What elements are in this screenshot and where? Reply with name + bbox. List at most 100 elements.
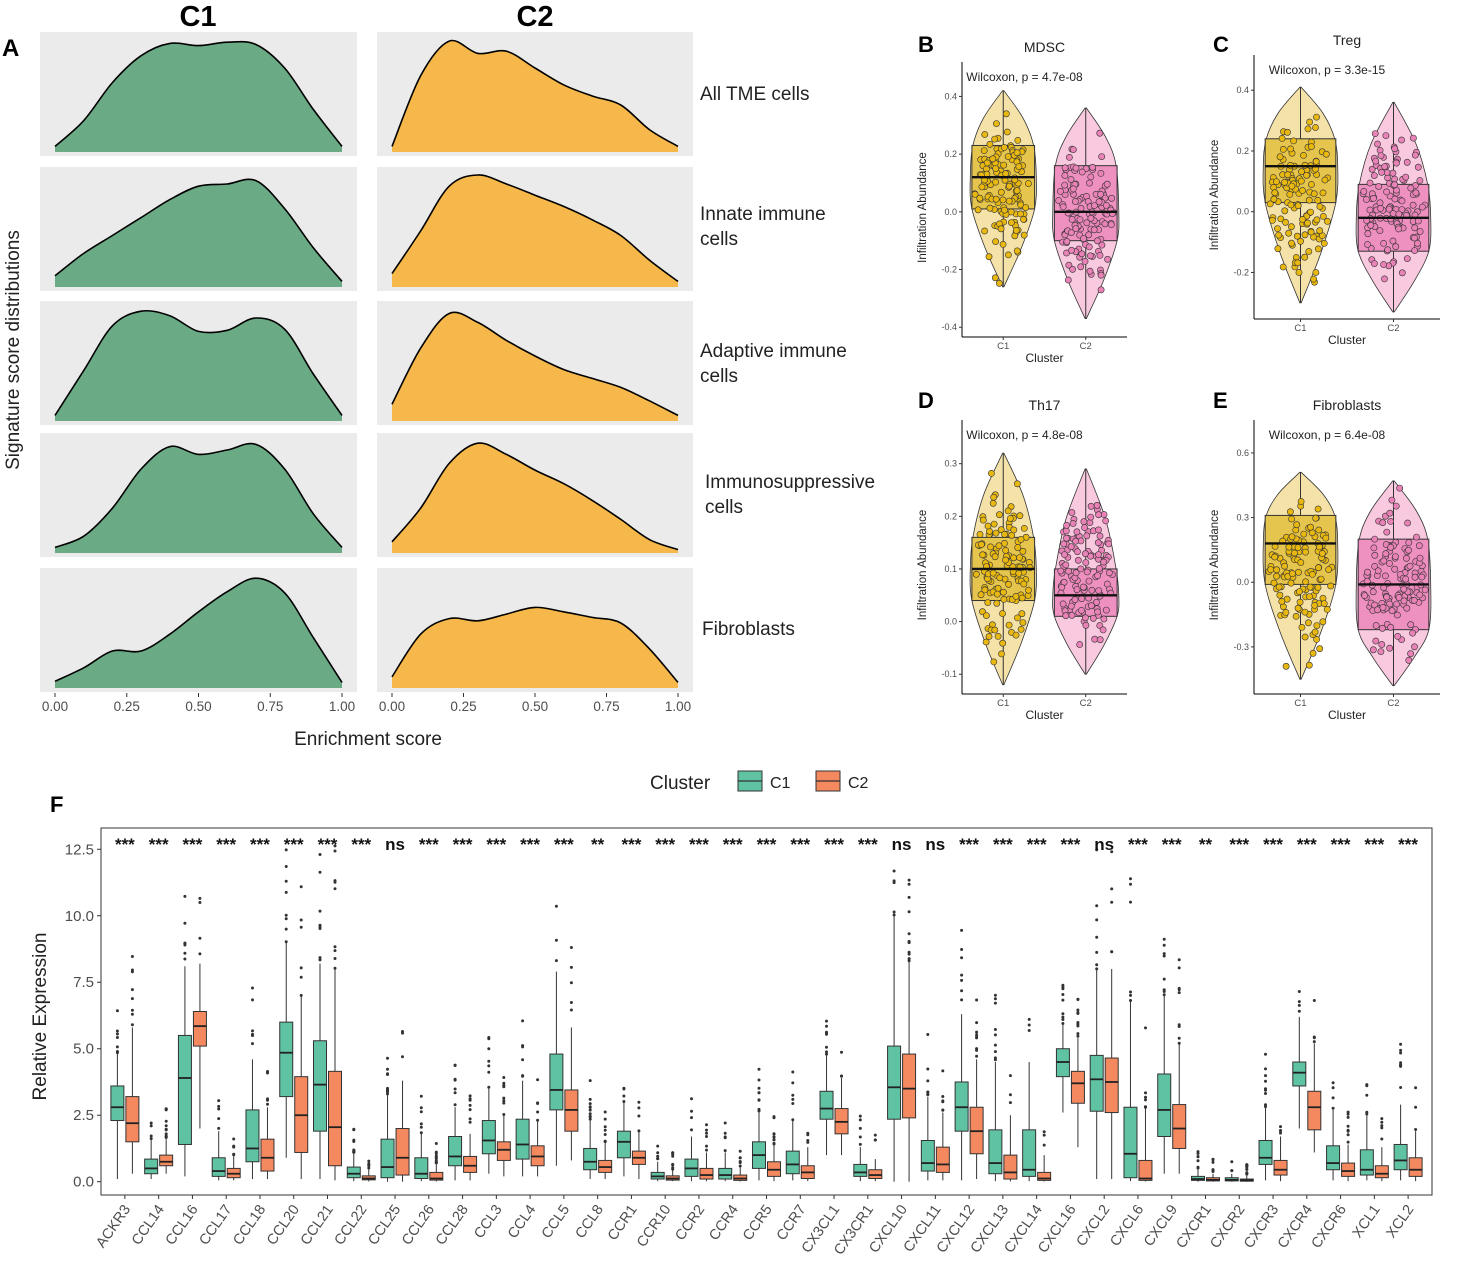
outlier-point <box>1264 1088 1267 1092</box>
jitter-point <box>1287 579 1295 587</box>
x-axis-title: Cluster <box>1025 351 1063 365</box>
outlier-point <box>453 1103 457 1107</box>
jitter-point <box>977 591 985 599</box>
jitter-point <box>1387 623 1394 631</box>
outlier-point <box>825 1032 828 1036</box>
box-iqr <box>1326 1145 1341 1171</box>
jitter-point <box>1325 566 1332 573</box>
outlier-point <box>401 1055 404 1059</box>
jitter-point <box>1392 243 1400 251</box>
outlier-point <box>419 1125 423 1129</box>
outlier-point <box>1177 991 1181 995</box>
x-tick-label: 1.00 <box>329 699 355 714</box>
y-axis-title: Relative Expression <box>30 933 51 1101</box>
jitter-point <box>1086 267 1094 275</box>
jitter-point <box>1322 150 1330 158</box>
jitter-point <box>1277 215 1285 223</box>
outlier-point <box>1245 1163 1249 1167</box>
outlier-point <box>1162 952 1166 956</box>
jitter-point <box>1297 237 1304 245</box>
jitter-point <box>976 194 984 202</box>
jitter-point <box>1004 507 1012 515</box>
outlier-point <box>960 978 964 982</box>
jitter-point <box>1305 196 1313 204</box>
box-iqr <box>125 1096 140 1143</box>
jitter-point <box>1015 570 1023 577</box>
outlier-point <box>183 951 187 955</box>
box-iqr <box>414 1157 429 1180</box>
density-outline <box>54 40 343 147</box>
outlier-point <box>1211 1157 1215 1161</box>
outlier-point <box>960 998 964 1002</box>
x-tick-label: XCL1 <box>1350 1202 1384 1241</box>
jitter-point <box>1103 180 1111 188</box>
jitter-point <box>1061 164 1069 172</box>
outlier-point <box>705 1131 708 1135</box>
outlier-point <box>251 1033 254 1037</box>
outlier-point <box>468 1117 472 1121</box>
jitter-point <box>1267 566 1275 573</box>
density-area <box>392 443 678 553</box>
outlier-point <box>217 1099 221 1103</box>
outlier-point <box>284 865 288 868</box>
jitter-point <box>1291 549 1298 557</box>
jitter-point <box>1103 580 1111 588</box>
jitter-point <box>1072 569 1080 577</box>
outlier-point <box>1399 1086 1403 1089</box>
jitter-point <box>1414 163 1422 171</box>
jitter-point <box>1411 151 1419 159</box>
jitter-point <box>981 586 989 594</box>
outlier-point <box>1076 1032 1080 1036</box>
jitter-point <box>1279 145 1287 153</box>
outlier-point <box>115 1051 119 1055</box>
significance-label: *** <box>486 835 506 854</box>
jitter-point <box>1303 171 1310 179</box>
outlier-point <box>1399 1042 1403 1046</box>
density-outline <box>54 577 343 683</box>
outlier-point <box>149 1134 153 1138</box>
outlier-point <box>1177 1036 1181 1040</box>
panel-a-density-facets: A C1 C2 All TME cells Innate immune cells Adap… <box>2 1 875 750</box>
outlier-point <box>637 1106 641 1110</box>
jitter-point <box>998 650 1005 658</box>
facet-column-label: C2 <box>516 1 553 33</box>
jitter-point <box>1327 582 1335 590</box>
outlier-point <box>1027 1023 1031 1027</box>
outlier-point <box>637 1100 641 1104</box>
outlier-point <box>1331 1086 1335 1090</box>
y-tick-label: -0.4 <box>941 322 957 332</box>
jitter-point <box>1085 243 1093 251</box>
y-axis-title: Infiltration Abundance <box>1209 510 1221 621</box>
jitter-point <box>976 531 984 538</box>
outlier-point <box>487 1047 491 1051</box>
outlier-point <box>603 1110 607 1114</box>
jitter-point <box>1102 517 1110 525</box>
outlier-point <box>960 948 964 951</box>
jitter-point <box>1389 237 1397 245</box>
jitter-point <box>972 570 980 578</box>
jitter-point <box>1270 579 1278 587</box>
outlier-point <box>1414 1105 1418 1109</box>
outlier-point <box>825 1050 828 1054</box>
outlier-point <box>656 1144 660 1148</box>
outlier-point <box>690 1116 693 1120</box>
x-tick-label: CCL3 <box>471 1202 505 1242</box>
jitter-point <box>1077 263 1085 271</box>
outlier-point <box>892 881 896 885</box>
jitter-point <box>1411 247 1418 254</box>
outlier-point <box>1144 1091 1147 1095</box>
outlier-point <box>468 1108 472 1112</box>
outlier-point <box>1177 1041 1181 1045</box>
density-area <box>55 443 342 553</box>
facet-row-label: Fibroblasts <box>702 619 795 640</box>
jitter-point <box>1289 570 1296 577</box>
outlier-point <box>251 986 254 990</box>
jitter-point <box>985 633 993 640</box>
outlier-point <box>907 952 911 956</box>
jitter-point <box>1387 543 1395 551</box>
outlier-point <box>772 1135 776 1139</box>
jitter-point <box>1380 261 1387 268</box>
jitter-point <box>1095 551 1102 558</box>
outlier-point <box>164 1128 168 1132</box>
jitter-point <box>1314 245 1322 253</box>
